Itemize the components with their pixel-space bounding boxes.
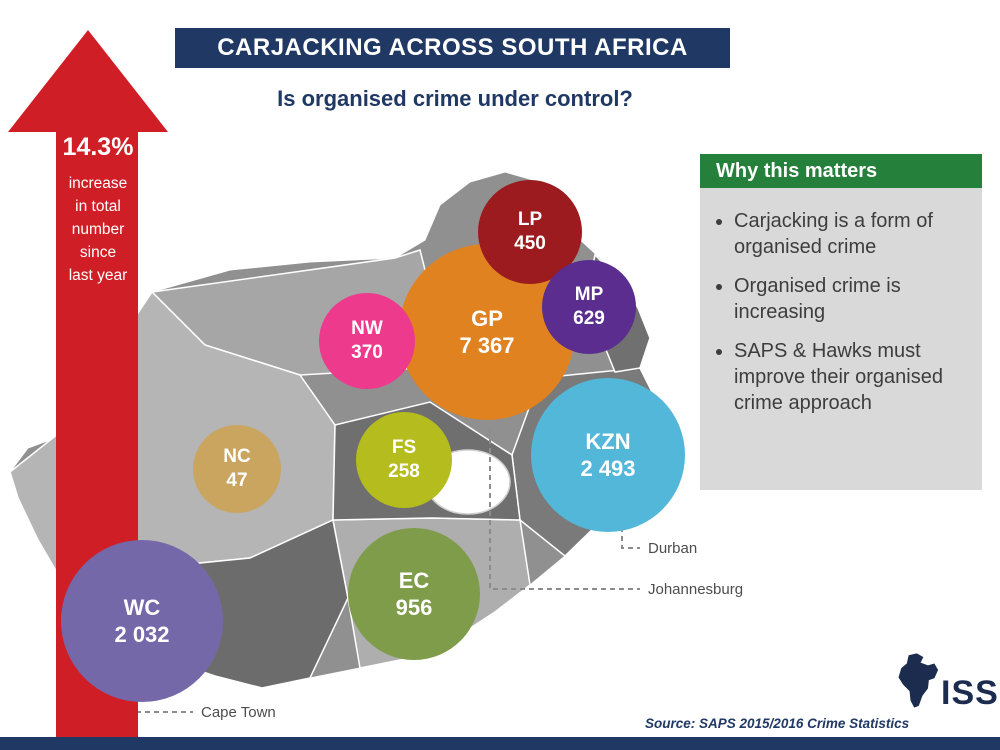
city-label-durban: Durban [648, 540, 698, 557]
province-bubble-ec: EC 956 [348, 528, 480, 660]
bubble-value: 7 367 [459, 333, 515, 358]
bubble-code: NW [351, 318, 383, 340]
bubble-code: GP [471, 305, 503, 331]
why-panel-header: Why this matters [700, 154, 982, 188]
province-bubble-nw: NW 370 [319, 293, 415, 389]
bubble-value: 370 [351, 342, 383, 363]
bubble-value: 956 [395, 595, 433, 620]
source-text: Source: SAPS 2015/2016 Crime Statistics [645, 716, 910, 731]
page-title: CARJACKING ACROSS SOUTH AFRICA [217, 34, 688, 61]
province-bubble-wc: WC 2 032 [61, 540, 223, 702]
africa-icon [898, 653, 939, 708]
bubble-code: NC [223, 446, 251, 468]
bubble-code: WC [123, 594, 161, 620]
province-bubble-nc: NC 47 [193, 425, 281, 513]
why-panel: Carjacking is a form of organised crime … [700, 188, 982, 490]
bubble-code: KZN [585, 428, 631, 454]
province-bubble-mp: MP 629 [542, 260, 636, 354]
bubble-value: 629 [573, 308, 605, 329]
increase-line: number [71, 221, 125, 238]
why-bullet-list: Carjacking is a form of organised crime … [700, 188, 982, 416]
bottom-bar [0, 737, 1000, 750]
bubble-code: MP [574, 284, 604, 306]
city-label-johannesburg: Johannesburg [648, 581, 744, 598]
province-bubble-fs: FS 258 [356, 412, 452, 508]
city-label-cape-town: Cape Town [201, 704, 276, 721]
bullet-item: SAPS & Hawks must improve their organise… [734, 338, 944, 416]
increase-callout: 14.3% increase in total number since las… [44, 133, 152, 287]
bullet-item: Organised crime is increasing [734, 273, 944, 325]
iss-logo: ISS [893, 653, 999, 712]
why-panel-title: Why this matters [716, 159, 878, 182]
bubble-code: LP [517, 209, 543, 231]
bubble-value: 47 [226, 470, 248, 491]
bubble-value: 450 [514, 233, 546, 254]
bubble-value: 2 032 [114, 622, 170, 647]
bubble-code: EC [398, 567, 430, 593]
bubble-value: 258 [388, 461, 420, 482]
iss-logo-text: ISS [941, 673, 999, 712]
leader-line-cape-town [107, 686, 193, 713]
increase-line: increase [68, 175, 128, 192]
increase-line: since [79, 244, 117, 261]
bullet-item: Carjacking is a form of organised crime [734, 208, 944, 260]
province-bubble-kzn: KZN 2 493 [531, 378, 685, 532]
title-bar: CARJACKING ACROSS SOUTH AFRICA [175, 28, 730, 68]
increase-percent: 14.3% [62, 133, 134, 161]
increase-line: in total [75, 198, 121, 215]
page-subtitle: Is organised crime under control? [277, 86, 633, 111]
increase-line: last year [68, 267, 128, 284]
bubble-value: 2 493 [580, 456, 636, 481]
bubble-code: FS [391, 437, 417, 459]
